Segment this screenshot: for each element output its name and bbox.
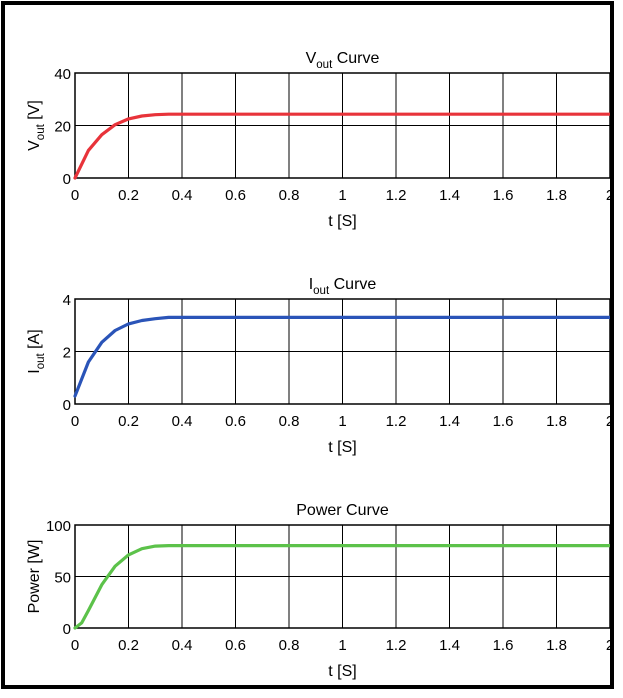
y-tick-label: 4 [63,292,71,309]
x-tick-label: 2 [606,413,610,430]
x-tick-label: 1.4 [439,187,460,204]
series-line [73,315,612,398]
y-axis-label-main: I [26,369,43,373]
x-tick-label: 1.4 [439,413,460,430]
x-axis-label: t [S] [328,663,356,680]
x-tick-label: 0.4 [172,637,193,654]
chart-title: Vout Curve [306,50,380,71]
x-tick-label: 1.8 [546,413,567,430]
x-tick-label: 0 [71,637,79,654]
x-tick-label: 1.8 [546,637,567,654]
y-tick-label: 0 [63,397,71,414]
subplot-2: 0 0.2 0.4 0.6 0.8 1 1.2 1.4 1.6 1.8 2 0 2 4 Iout Curve… [26,276,614,456]
subplot-1: 00.20.40.60.811.21.41.61.8202040Vout Cur… [26,50,614,230]
x-tick-label: 0.4 [172,413,193,430]
y-tick-label: 0 [63,171,71,188]
chart-title: Iout Curve [309,276,377,297]
y-tick-label: 0 [63,621,71,638]
x-tick-label: 1.4 [439,637,460,654]
x-tick-label: 1.6 [493,637,514,654]
y-axis-label: Iout [A] [26,329,47,373]
x-tick-label: 0.4 [172,187,193,204]
x-tick-label: 1.2 [386,413,407,430]
chart-title-main: Power Curve [296,502,389,519]
chart-title-main: V [306,50,317,67]
y-tick-label: 50 [54,570,71,587]
x-tick-label: 0.2 [118,187,139,204]
chart-title-rest: Curve [332,50,379,67]
x-tick-label: 0.6 [225,413,246,430]
x-tick-label: 1 [338,413,346,430]
x-tick-label: 0.2 [118,637,139,654]
x-tick-label: 1.6 [493,187,514,204]
x-tick-label: 0.6 [225,187,246,204]
x-tick-label: 0 [71,413,79,430]
y-axis-label: Power [W] [26,540,43,614]
x-tick-label: 1.8 [546,187,567,204]
y-axis-label-main: V [26,140,43,151]
x-tick-label: 0.6 [225,637,246,654]
y-tick-label: 20 [54,119,71,136]
y-axis-label-rest: [A] [26,329,43,353]
x-tick-label: 0 [71,187,79,204]
chart-title-sub: out [313,285,330,297]
y-tick-label: 40 [54,66,71,83]
chart-title: Power Curve [296,502,389,519]
series-line [73,543,612,630]
y-axis-label-sub: out [35,123,47,140]
x-tick-label: 1 [338,187,346,204]
x-tick-label: 1 [338,637,346,654]
chart-figure: 00.20.40.60.811.21.41.61.8202040Vout Cur… [26,50,614,680]
series-line [73,112,612,180]
x-tick-label: 1.2 [386,187,407,204]
x-axis-label: t [S] [328,439,356,456]
y-axis-label-sub: out [35,352,47,369]
y-axis-label-main: Power [W] [26,540,43,614]
chart-title-sub: out [316,59,333,71]
y-axis-label: Vout [V] [26,100,47,151]
x-tick-label: 0.8 [279,413,300,430]
figure-frame: 00.20.40.60.811.21.41.61.8202040Vout Cur… [1,1,614,689]
chart-title-rest: Curve [329,276,376,293]
x-tick-label: 1.2 [386,637,407,654]
x-tick-label: 0.8 [279,637,300,654]
y-tick-label: 100 [46,518,71,535]
x-tick-label: 0.8 [279,187,300,204]
chart-title-main: I [309,276,313,293]
y-axis-label-rest: [V] [26,100,43,124]
x-tick-label: 0.2 [118,413,139,430]
x-tick-label: 2 [606,637,610,654]
x-tick-label: 1.6 [493,413,514,430]
x-axis-label: t [S] [328,213,356,230]
y-tick-label: 2 [63,345,71,362]
x-tick-label: 2 [606,187,610,204]
subplot-3: 0 0.2 0.4 0.6 0.8 1 1.2 1.4 1.6 1.8 2 0 50 100 Power C… [26,502,614,680]
